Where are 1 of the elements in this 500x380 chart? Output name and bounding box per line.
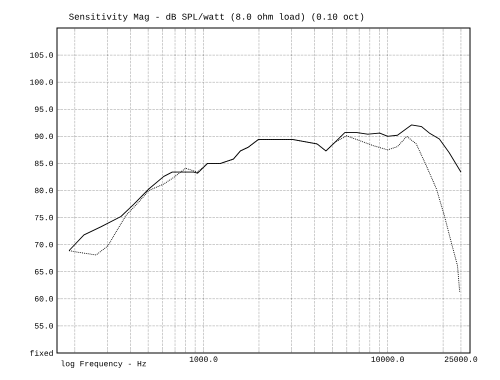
chart-title: Sensitivity Mag - dB SPL/watt (8.0 ohm load) (0.10 oct) — [69, 13, 364, 22]
